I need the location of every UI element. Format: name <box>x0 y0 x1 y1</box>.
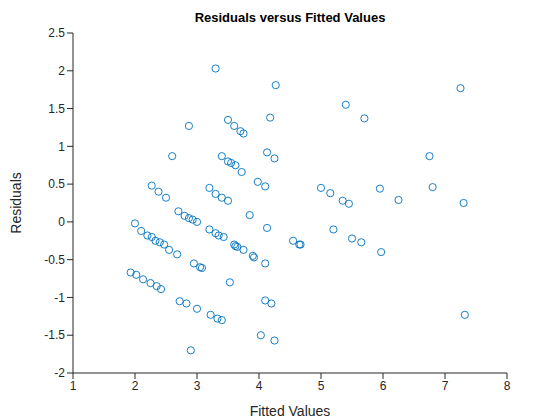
svg-text:0.5: 0.5 <box>48 177 65 191</box>
svg-text:-2: -2 <box>54 366 65 380</box>
svg-text:5: 5 <box>318 379 325 393</box>
svg-text:2: 2 <box>58 64 65 78</box>
svg-text:6: 6 <box>380 379 387 393</box>
svg-text:1: 1 <box>58 140 65 154</box>
html-text:Residuals versus Fitted Values: Residuals versus Fitted Values <box>194 10 386 25</box>
svg-text:4: 4 <box>256 379 263 393</box>
svg-text:Fitted Values: Fitted Values <box>250 403 331 419</box>
svg-text:2: 2 <box>132 379 139 393</box>
svg-text:3: 3 <box>194 379 201 393</box>
svg-text:-1.5: -1.5 <box>44 328 65 342</box>
svg-text:1: 1 <box>70 379 77 393</box>
svg-text:2.5: 2.5 <box>48 26 65 40</box>
svg-text:1.5: 1.5 <box>48 102 65 116</box>
svg-text:-0.5: -0.5 <box>44 253 65 267</box>
svg-text:-1: -1 <box>54 291 65 305</box>
svg-text:Residuals: Residuals <box>8 172 24 233</box>
svg-text:8: 8 <box>504 379 511 393</box>
svg-text:7: 7 <box>442 379 449 393</box>
svg-text:0: 0 <box>58 215 65 229</box>
